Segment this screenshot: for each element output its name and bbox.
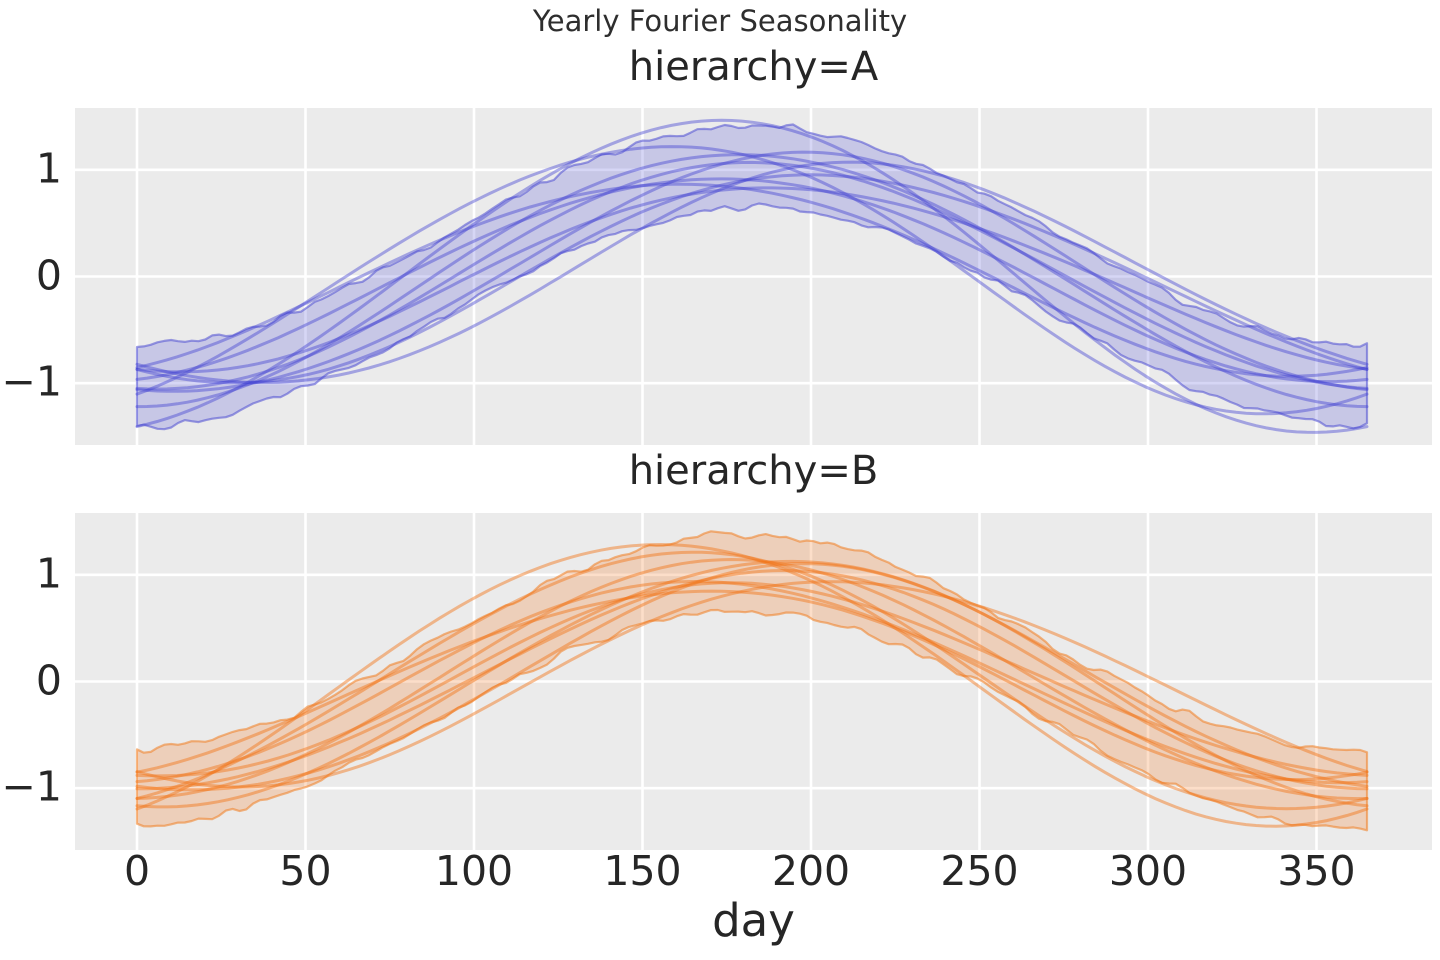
seasonality-curve-6 — [135, 182, 1369, 378]
facet-a-plot-area — [75, 108, 1432, 445]
seasonality-curve-9 — [135, 581, 1369, 778]
x-tick-label: 350 — [1277, 847, 1356, 895]
x-axis-label: day — [712, 894, 795, 947]
y-tick-label: 0 — [35, 251, 62, 300]
seasonality-curve-8 — [135, 153, 1369, 409]
seasonality-curve-2 — [135, 160, 1369, 391]
seasonality-curve-5 — [135, 173, 1369, 385]
facet-title-a: hierarchy=A — [628, 44, 879, 90]
seasonality-curve-1 — [135, 542, 1369, 828]
uncertainty-band — [135, 123, 1369, 431]
y-tick-label: −1 — [1, 357, 62, 406]
figure-title: Yearly Fourier Seasonality — [532, 4, 908, 38]
seasonality-curve-8 — [135, 559, 1369, 809]
facet-b-plot-area — [75, 513, 1432, 850]
seasonality-curve-1 — [135, 118, 1369, 434]
y-tick-label: −1 — [1, 762, 62, 811]
x-tick-label: 0 — [123, 847, 151, 895]
seasonality-curve-10 — [135, 550, 1369, 811]
seasonality-curve-2 — [135, 557, 1369, 801]
seasonality-curve-5 — [135, 562, 1369, 792]
seasonality-curve-10 — [135, 186, 1369, 374]
seasonality-curve-4 — [135, 150, 1369, 393]
y-tick-label: 1 — [35, 549, 62, 598]
x-tick-label: 250 — [940, 847, 1019, 895]
y-tick-label: 1 — [35, 144, 62, 193]
x-tick-label: 200 — [771, 847, 851, 895]
seasonality-curve-7 — [135, 589, 1369, 782]
facet-title-b: hierarchy=B — [628, 448, 879, 494]
seasonality-curve-4 — [135, 579, 1369, 785]
x-tick-label: 50 — [279, 847, 332, 895]
y-tick-label: 0 — [35, 656, 62, 705]
x-tick-label: 100 — [434, 847, 514, 895]
seasonality-curve-3 — [135, 177, 1369, 384]
seasonality-curve-6 — [135, 580, 1369, 789]
seasonality-curve-7 — [135, 160, 1369, 384]
x-tick-label: 300 — [1108, 847, 1188, 895]
x-tick-label: 150 — [603, 847, 682, 895]
uncertainty-band — [135, 530, 1369, 832]
seasonality-curve-9 — [135, 145, 1369, 416]
seasonality-curve-3 — [135, 568, 1369, 791]
